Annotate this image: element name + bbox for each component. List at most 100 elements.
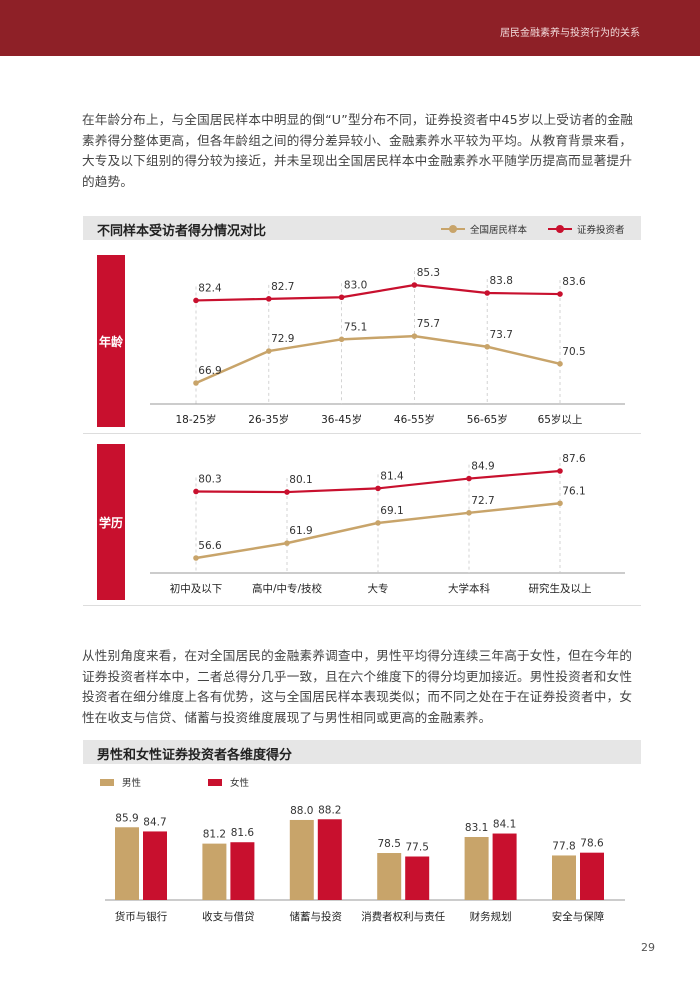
bar-female: [492, 833, 517, 900]
bar-data-label: 81.2: [203, 829, 226, 841]
legend-investor-label: 证券投资者: [577, 225, 625, 236]
edu-chart-category-label: 研究生及以上: [529, 582, 592, 595]
paragraph-gender: 从性别角度来看，在对全国居民的金融素养调查中，男性平均得分连续三年高于女性，但在…: [82, 648, 633, 725]
edu-chart-point: [284, 489, 290, 495]
age-chart-category-label: 56-65岁: [467, 413, 508, 426]
bar-male: [464, 837, 489, 900]
bar-female: [580, 852, 604, 900]
edu-chart-category-label: 高中/中专/技校: [252, 582, 323, 595]
page-number: 29: [641, 941, 655, 954]
age-chart-data-label: 75.7: [417, 318, 440, 330]
edu-chart-data-label: 80.3: [198, 473, 221, 485]
age-chart-category-label: 26-35岁: [248, 413, 289, 426]
age-chart-point: [557, 291, 563, 297]
legend-national-label: 全国居民样本: [470, 225, 528, 236]
bar-data-label: 88.0: [290, 805, 313, 817]
age-chart-series-line-investor: [195, 283, 561, 302]
edu-chart-category-label: 初中及以下: [170, 582, 223, 595]
age-chart-data-label: 83.0: [344, 279, 367, 291]
page-header: 居民金融素养与投资行为的关系: [0, 0, 700, 56]
age-chart-point: [484, 343, 491, 350]
bar-male: [202, 843, 227, 900]
legend-national: 全国居民样本: [441, 222, 527, 236]
edu-chart-point: [375, 485, 381, 492]
age-chart-series-line-national: [195, 334, 561, 385]
legend-male-swatch: [100, 778, 114, 786]
row-label-education: 学历: [97, 444, 125, 600]
bar-category-label: 安全与保障: [552, 910, 605, 923]
age-chart-category-label: 65岁以上: [538, 413, 583, 426]
chart2-title-bar: 男性和女性证券投资者各维度得分: [83, 740, 641, 764]
edu-chart-data-label: 61.9: [289, 525, 312, 537]
edu-chart-point: [466, 475, 472, 482]
age-chart-data-label: 72.9: [271, 333, 294, 345]
edu-chart-category-label: 大专: [368, 582, 389, 595]
age-chart-data-label: 83.6: [562, 276, 586, 288]
age-chart-point: [266, 348, 272, 354]
bar-category-label: 财务规划: [470, 910, 512, 923]
bar-category-label: 储蓄与投资: [290, 910, 343, 923]
bar-data-label: 85.9: [115, 812, 138, 824]
age-chart-point: [193, 297, 199, 304]
age-chart-category-label: 46-55岁: [394, 413, 435, 426]
age-chart-point: [557, 361, 563, 367]
bar-male: [377, 853, 402, 900]
bar-category-label: 消费者权利与责任: [361, 910, 445, 923]
bar-data-label: 84.1: [493, 819, 516, 831]
bar-data-label: 88.2: [318, 804, 341, 816]
age-chart-data-label: 66.9: [198, 365, 221, 377]
bar-category-label: 货币与银行: [115, 910, 168, 923]
legend-national-swatch: [441, 224, 465, 234]
header-title: 居民金融素养与投资行为的关系: [500, 28, 640, 39]
chart2-title: 男性和女性证券投资者各维度得分: [97, 748, 293, 763]
age-chart-point: [338, 294, 345, 301]
bar-male: [552, 855, 576, 900]
age-chart-point: [266, 296, 272, 302]
edu-chart-point: [284, 540, 290, 546]
bar-data-label: 84.7: [143, 816, 166, 828]
edu-chart-data-label: 69.1: [380, 505, 403, 517]
bar-male: [115, 827, 139, 900]
bar-data-label: 77.5: [406, 842, 429, 854]
chart1-title: 不同样本受访者得分情况对比: [97, 224, 267, 239]
legend-female-label: 女性: [230, 778, 250, 789]
edu-chart-data-label: 56.6: [198, 540, 222, 552]
age-chart-category-label: 36-45岁: [321, 413, 362, 426]
age-chart-data-label: 73.7: [490, 329, 513, 341]
row-divider: [83, 433, 641, 434]
edu-chart-point: [375, 520, 381, 526]
edu-chart-data-label: 76.1: [562, 485, 585, 497]
edu-chart-point: [557, 500, 563, 507]
chart1-bottom-divider: [83, 605, 641, 606]
legend-female: 女性: [208, 775, 249, 789]
bar-female: [143, 831, 167, 900]
edu-chart-point: [466, 510, 472, 516]
age-chart-point: [411, 282, 418, 288]
age-chart-data-label: 82.4: [198, 282, 222, 294]
edu-chart-data-label: 72.7: [471, 495, 494, 507]
age-chart-point: [411, 333, 418, 339]
age-chart-data-label: 75.1: [344, 321, 367, 333]
bar-female: [317, 819, 342, 900]
edu-chart-category-label: 大学本科: [448, 582, 490, 595]
bar-data-label: 83.1: [465, 822, 488, 834]
paragraph-age-education: 在年龄分布上，与全国居民样本中明显的倒“U”型分布不同，证券投资者中45岁以上受…: [82, 112, 634, 189]
age-chart-data-label: 83.8: [490, 275, 513, 287]
bar-female: [405, 856, 430, 900]
bar-category-label: 收支与借贷: [202, 910, 255, 923]
bar-male: [289, 819, 314, 900]
edu-chart-data-label: 87.6: [562, 453, 586, 465]
age-chart-point: [484, 290, 491, 296]
legend-male-label: 男性: [122, 778, 142, 789]
bar-data-label: 78.5: [378, 838, 401, 850]
bar-data-label: 81.6: [231, 827, 255, 839]
age-chart-data-label: 70.5: [562, 346, 585, 358]
age-chart-category-label: 18-25岁: [175, 413, 216, 426]
age-chart-point: [338, 336, 345, 343]
age-chart-point: [193, 380, 199, 386]
row-label-age: 年龄: [97, 255, 125, 427]
edu-chart-point: [557, 468, 563, 474]
age-chart-data-label: 85.3: [417, 267, 440, 279]
edu-chart-point: [193, 488, 199, 495]
